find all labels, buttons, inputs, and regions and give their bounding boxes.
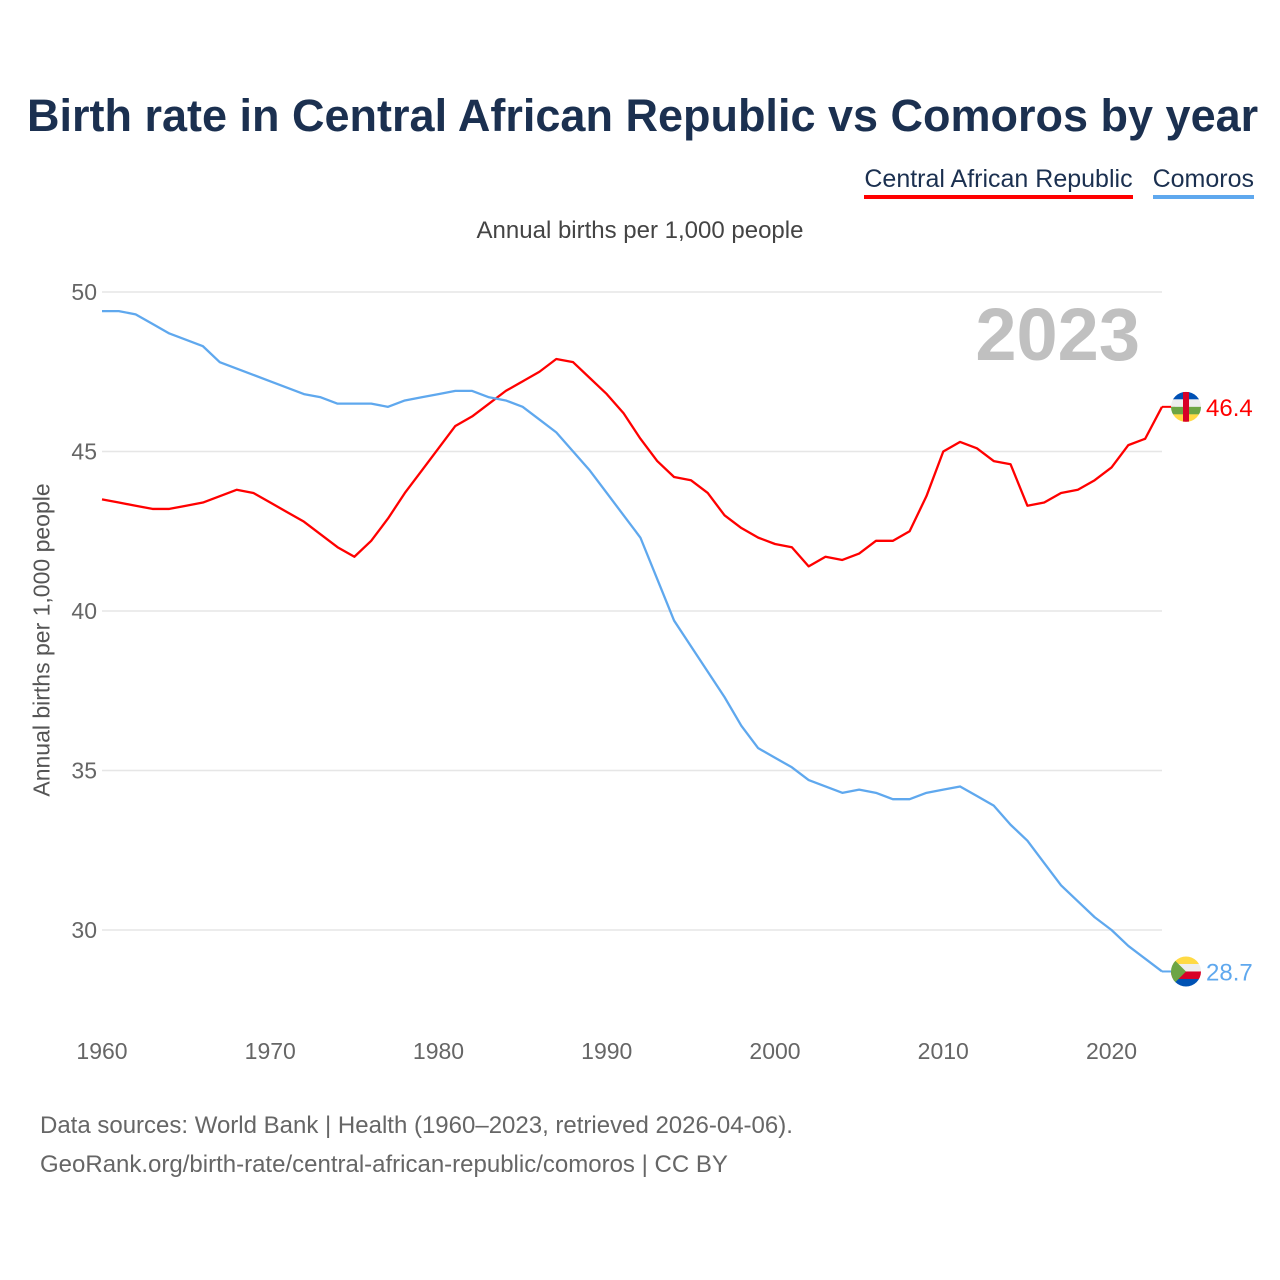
x-tick-label: 1970 — [245, 1038, 296, 1064]
source-note: Data sources: World Bank | Health (1960–… — [40, 1106, 793, 1184]
x-tick-label: 1980 — [413, 1038, 464, 1064]
comoros-flag-icon — [1171, 956, 1201, 987]
y-tick-label: 40 — [71, 598, 97, 624]
series-line-comoros — [102, 309, 1163, 973]
y-tick-label: 35 — [71, 758, 97, 784]
end-value-label: 46.4 — [1206, 395, 1253, 422]
central-african-republic-flag-icon — [1171, 391, 1201, 422]
legend-item-car[interactable]: Central African Republic — [864, 165, 1133, 199]
source-line-1: Data sources: World Bank | Health (1960–… — [40, 1112, 793, 1139]
end-value-label: 28.7 — [1206, 959, 1253, 986]
y-tick-label: 30 — [71, 917, 97, 943]
legend-item-comoros[interactable]: Comoros — [1152, 165, 1254, 199]
year-label: 2023 — [975, 293, 1140, 376]
x-tick-label: 1990 — [581, 1038, 632, 1064]
chart-subtitle: Annual births per 1,000 people — [476, 217, 804, 244]
legend: Central African Republic Comoros — [864, 165, 1254, 199]
x-tick-label: 2020 — [1086, 1038, 1137, 1064]
y-tick-label: 50 — [71, 279, 97, 305]
chart-title: Birth rate in Central African Republic v… — [27, 90, 1259, 141]
x-tick-label: 1960 — [76, 1038, 127, 1064]
x-tick-label: 2010 — [918, 1038, 969, 1064]
y-tick-label: 45 — [71, 439, 97, 465]
x-tick-label: 2000 — [749, 1038, 800, 1064]
source-line-2[interactable]: GeoRank.org/birth-rate/central-african-r… — [40, 1151, 728, 1178]
series-line-central-african-republic — [101, 357, 1164, 568]
